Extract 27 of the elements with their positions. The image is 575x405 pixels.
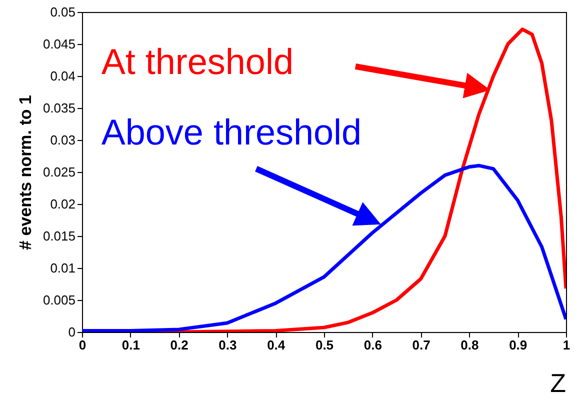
series-label: Above threshold [101,112,362,153]
y-tick-label: 0.01 [50,260,76,276]
x-tick-label: 0.9 [509,338,528,352]
x-tick-label: 0.4 [267,338,286,352]
x-tick-label: 0.5 [315,338,334,352]
y-tick-label: 0.015 [42,228,76,244]
legend-label: At threshold [101,41,294,82]
y-tick-label: 0.045 [42,36,76,52]
y-axis-title: # events norm. to 1 [16,95,35,250]
y-tick-label: 0.005 [42,292,76,308]
x-tick-label: 0.2 [170,338,188,352]
y-tick-label: 0.05 [50,4,76,20]
y-tick-label: 0.025 [42,164,76,180]
x-tick-label: 1 [562,338,570,352]
x-tick-label: 0.3 [218,338,237,352]
x-tick-label: 0 [78,338,86,352]
x-tick-label: 0.6 [364,338,382,352]
y-tick-label: 0 [68,324,76,340]
x-axis-title: Z [550,368,566,398]
x-tick-label: 0.1 [122,338,140,352]
y-tick-label: 0.02 [50,196,76,212]
y-tick-label: 0.04 [50,68,76,84]
x-tick-label: 0.7 [412,338,430,352]
line-series [82,164,566,332]
x-tick-label: 0.8 [460,338,479,352]
y-tick-label: 0.03 [50,132,76,148]
y-tick-label: 0.035 [42,100,76,116]
